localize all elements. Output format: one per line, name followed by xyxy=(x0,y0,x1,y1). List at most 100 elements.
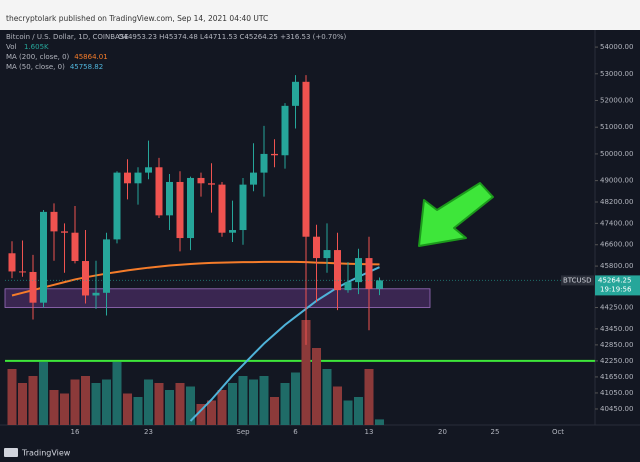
volume-bar xyxy=(175,383,185,425)
candle-body xyxy=(50,211,58,232)
y-tick-label: 54000.00 xyxy=(600,43,633,51)
candle-body xyxy=(365,258,373,289)
x-tick-label: 6 xyxy=(293,428,298,436)
y-tick-label: 41050.00 xyxy=(600,389,633,397)
candle-body xyxy=(376,280,383,289)
volume-bar xyxy=(249,379,258,425)
y-tick-label: 40450.00 xyxy=(600,405,633,413)
volume-bar xyxy=(322,369,332,425)
y-tick-label: 50000.00 xyxy=(600,150,633,158)
ma-legend-name: MA (50, close, 0) xyxy=(6,63,65,71)
candle-body xyxy=(344,282,352,291)
zone xyxy=(4,288,431,308)
volume-bar xyxy=(217,390,227,425)
volume-bar xyxy=(154,383,164,425)
candle-body xyxy=(260,153,268,173)
x-tick-label: 13 xyxy=(365,428,374,436)
ma-legend-name: MA (200, close, 0) xyxy=(6,53,70,61)
x-tick-label: 16 xyxy=(71,428,80,436)
symbol-label: BTCUSD xyxy=(563,276,592,284)
volume-legend-value: 1.605K xyxy=(24,43,49,51)
publish-bar xyxy=(0,0,640,30)
candle-body xyxy=(218,184,226,233)
volume-bar xyxy=(228,383,237,425)
brand-logo xyxy=(4,448,18,457)
candle-body xyxy=(61,231,68,233)
volume-bar xyxy=(28,376,38,425)
candle-body xyxy=(82,261,89,296)
volume-bar xyxy=(70,379,80,425)
y-tick-label: 42250.00 xyxy=(600,357,633,365)
x-tick-label: Sep xyxy=(236,428,250,436)
candle-body xyxy=(313,236,320,259)
candle-body xyxy=(197,177,205,184)
x-tick-label: 23 xyxy=(144,428,153,436)
volume-bar xyxy=(49,390,59,425)
y-tick-label: 47400.00 xyxy=(600,219,633,227)
volume-bar xyxy=(81,376,90,425)
last-price-label: 45264.25 xyxy=(598,276,631,284)
candle-body xyxy=(239,184,247,231)
y-tick-label: 43450.00 xyxy=(600,325,633,333)
y-tick-label: 53000.00 xyxy=(600,70,633,78)
candle-body xyxy=(187,177,194,239)
y-tick-label: 49000.00 xyxy=(600,177,633,185)
volume-bar xyxy=(102,379,111,425)
candle-body xyxy=(250,172,257,185)
y-tick-label: 46600.00 xyxy=(600,241,633,249)
y-tick-label: 41650.00 xyxy=(600,373,633,381)
volume-bar xyxy=(238,376,248,425)
volume-bar xyxy=(18,383,27,425)
candle-body xyxy=(145,167,152,173)
brand: TradingView xyxy=(21,449,71,458)
x-tick-label: 25 xyxy=(491,428,500,436)
volume-bar xyxy=(280,383,290,425)
volume-bar xyxy=(375,419,384,425)
y-tick-label: 45800.00 xyxy=(600,262,633,270)
candle-body xyxy=(302,81,310,237)
arrow xyxy=(418,182,494,247)
volume-bar xyxy=(39,362,48,425)
volume-bar xyxy=(123,393,132,425)
volume-bar xyxy=(196,404,206,425)
candle-body xyxy=(292,81,299,106)
y-tick-label: 42850.00 xyxy=(600,341,633,349)
candle-body xyxy=(134,172,142,184)
candle-body xyxy=(229,230,236,233)
candle-body xyxy=(355,258,362,283)
candle-body xyxy=(8,253,16,272)
candle-body xyxy=(155,167,163,216)
candle-body xyxy=(323,250,331,259)
volume-bar xyxy=(343,400,353,425)
volume-bar xyxy=(364,369,374,425)
candle-body xyxy=(334,250,341,291)
volume-bar xyxy=(91,383,101,425)
symbol-box xyxy=(561,275,594,286)
volume-bar xyxy=(301,320,311,425)
candle-body xyxy=(208,183,215,185)
symbol-title: Bitcoin / U.S. Dollar, 1D, COINBASE xyxy=(6,33,129,41)
volume-bar xyxy=(207,400,216,425)
ma-line xyxy=(11,260,380,297)
candle-body xyxy=(166,181,173,216)
candle-body xyxy=(29,271,37,303)
volume-bar xyxy=(112,362,122,425)
volume-bar xyxy=(60,393,69,425)
candle-body xyxy=(176,181,184,239)
x-tick-label: Oct xyxy=(552,428,564,436)
publisher: thecryptolark published on TradingView.c… xyxy=(6,14,268,23)
volume-bar xyxy=(7,369,17,425)
y-tick-label: 52000.00 xyxy=(600,97,633,105)
y-tick-label: 51000.00 xyxy=(600,123,633,131)
volume-bar xyxy=(144,379,153,425)
volume-bar xyxy=(259,376,269,425)
volume-bar xyxy=(133,397,143,425)
volume-bar xyxy=(333,386,342,425)
quote: O44953.23 H45374.48 L44711.53 C45264.25 … xyxy=(118,33,346,41)
candle-body xyxy=(19,271,26,273)
candle-body xyxy=(92,292,100,296)
volume-legend-name: Vol xyxy=(6,43,17,51)
candle-body xyxy=(281,105,289,156)
